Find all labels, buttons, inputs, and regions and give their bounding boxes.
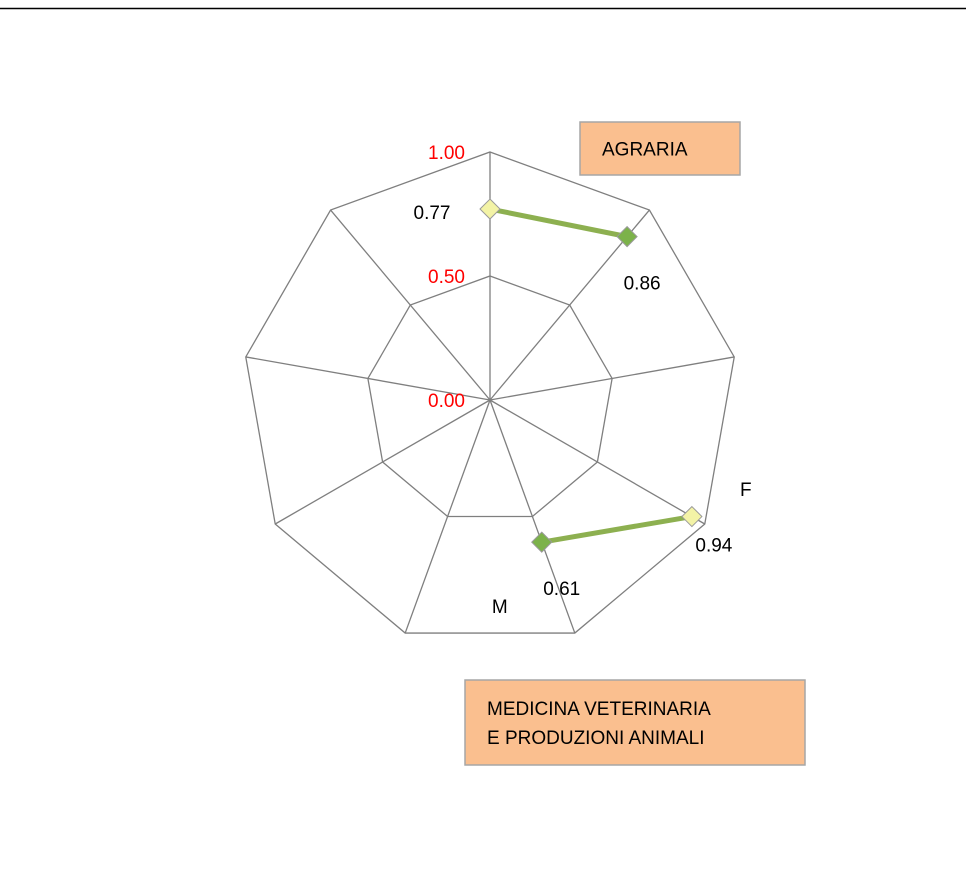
y-tick-label: 1.00: [428, 143, 465, 164]
value-label: 0.77: [414, 203, 451, 224]
annotation-box: [579, 121, 741, 176]
category-label: M: [492, 597, 508, 618]
annotation-text: E PRODUZIONI ANIMALI: [487, 728, 704, 749]
category-label: F: [740, 480, 752, 501]
y-tick-label: 0.00: [428, 391, 465, 412]
grid-ring: [245, 151, 735, 634]
spoke: [274, 399, 491, 525]
value-label: 0.61: [543, 579, 580, 600]
spoke: [489, 399, 576, 634]
y-tick-label: 0.50: [428, 267, 465, 288]
marker: [479, 198, 501, 220]
value-label: 0.86: [624, 274, 661, 295]
annotation-text: MEDICINA VETERINARIA: [487, 699, 711, 720]
spoke: [245, 356, 491, 401]
marker: [531, 531, 553, 553]
series-line: [541, 514, 693, 545]
spoke: [489, 356, 735, 401]
spoke: [330, 209, 491, 401]
value-label: 0.94: [695, 536, 732, 557]
spoke: [489, 399, 706, 525]
spoke: [404, 399, 491, 634]
annotation-text: AGRARIA: [602, 140, 688, 161]
grid-ring: [367, 275, 613, 518]
marker: [681, 505, 703, 528]
series-line: [489, 206, 628, 240]
annotation-box: [464, 679, 806, 766]
marker: [616, 225, 638, 248]
